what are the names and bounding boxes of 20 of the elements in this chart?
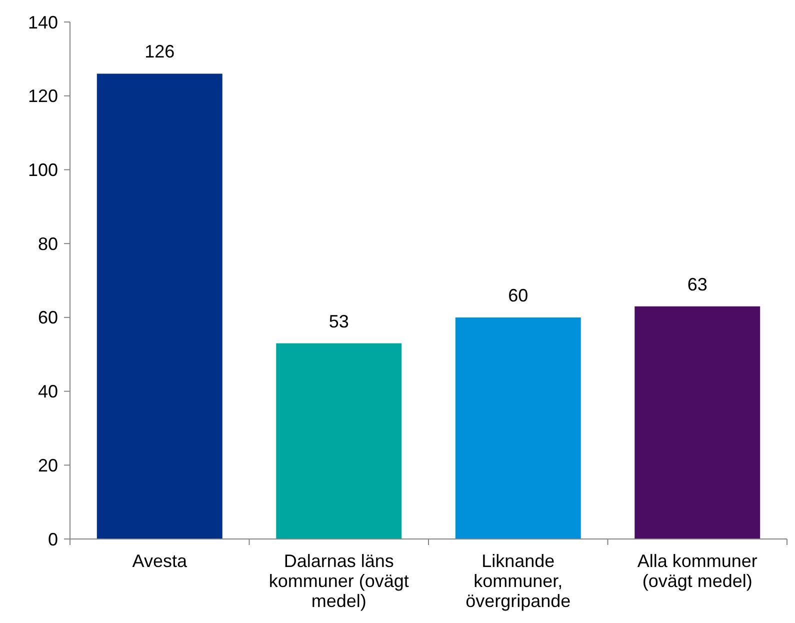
x-tick-label: Avesta [132, 551, 188, 571]
data-label: 126 [144, 42, 175, 62]
y-tick-label: 120 [28, 86, 58, 106]
x-tick-label: Dalarnas läns kommuner (ovägt medel) [268, 551, 409, 611]
bar [276, 343, 402, 539]
y-tick-label: 80 [38, 234, 58, 254]
x-tick-label: Liknande kommuner, övergripande [466, 551, 571, 611]
x-tick-label: Alla kommuner (ovägt medel) [637, 551, 758, 591]
y-tick-label: 60 [38, 308, 58, 328]
data-label: 63 [687, 274, 708, 294]
bar [634, 306, 760, 539]
data-label: 60 [508, 285, 528, 306]
y-tick-label: 140 [28, 12, 58, 32]
bar [96, 74, 222, 539]
y-tick-label: 40 [38, 382, 58, 402]
y-tick-label: 0 [48, 529, 58, 550]
data-label: 53 [328, 311, 349, 332]
bar [455, 317, 581, 539]
y-tick-label: 20 [38, 455, 58, 476]
y-tick-label: 100 [28, 160, 58, 180]
